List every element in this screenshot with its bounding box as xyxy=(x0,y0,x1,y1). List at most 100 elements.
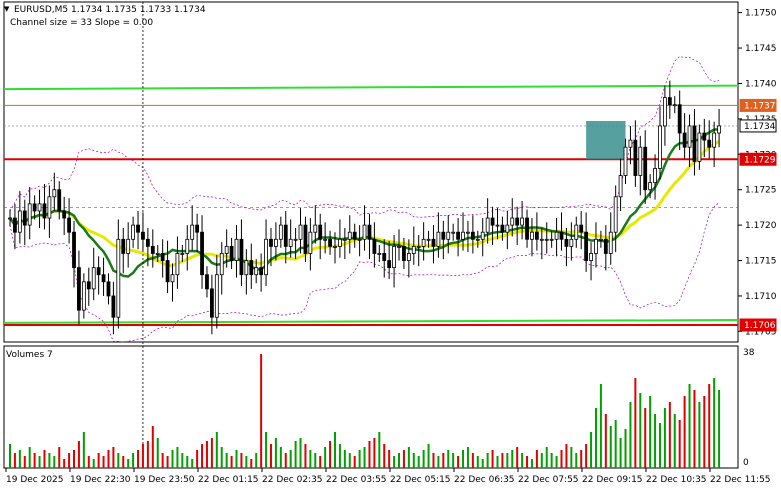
candle-body xyxy=(72,231,76,269)
candle-body xyxy=(318,224,323,240)
candle-body xyxy=(17,210,22,233)
candle-body xyxy=(8,217,12,220)
candle xyxy=(377,244,382,262)
candle-body xyxy=(342,238,347,241)
candle xyxy=(564,227,569,267)
candle xyxy=(544,222,549,254)
candle-body xyxy=(687,125,692,148)
candle-body xyxy=(81,281,86,311)
candle xyxy=(534,212,539,251)
candle-body xyxy=(677,104,682,134)
candle xyxy=(579,210,584,250)
candle-body xyxy=(692,125,697,162)
candle-body xyxy=(229,245,234,261)
candle-body xyxy=(382,253,387,261)
candle-body xyxy=(323,238,328,241)
candle-body xyxy=(254,267,259,276)
candle-body xyxy=(377,253,382,255)
candle-body xyxy=(298,224,303,240)
candle xyxy=(480,218,485,257)
candle xyxy=(165,240,170,294)
candle xyxy=(234,225,239,278)
candle-body xyxy=(480,231,485,240)
candle-body xyxy=(308,231,313,254)
candle xyxy=(633,120,638,187)
candle xyxy=(402,237,406,270)
candle xyxy=(608,212,613,265)
candle-body xyxy=(598,238,603,241)
volume-axis-max: 38 xyxy=(743,348,755,358)
time-label: 22 Dec 10:35 xyxy=(646,475,707,485)
price-tick-label: 1.1740 xyxy=(745,79,777,89)
candle-body xyxy=(392,245,396,269)
price-label: 1.1706 xyxy=(744,321,776,331)
dropdown-arrow-icon[interactable]: ▼ xyxy=(4,5,10,13)
channel-upper-line xyxy=(3,84,739,91)
time-label: 22 Dec 01:15 xyxy=(198,475,259,485)
candle xyxy=(667,80,672,119)
candle xyxy=(278,216,283,248)
candle xyxy=(702,118,707,158)
candle xyxy=(421,222,426,261)
candle-body xyxy=(564,238,569,247)
price-label: 1.1734 xyxy=(744,122,776,132)
candle xyxy=(195,213,200,253)
candle-body xyxy=(717,125,721,134)
candle xyxy=(150,229,155,268)
candle xyxy=(13,203,17,250)
candle-body xyxy=(584,231,589,261)
candle xyxy=(594,222,598,268)
candle xyxy=(697,124,702,170)
candle-body xyxy=(209,288,214,318)
time-label: 19 Dec 2025 xyxy=(6,475,64,485)
candle xyxy=(372,222,377,268)
candle xyxy=(456,218,460,257)
candle xyxy=(382,239,387,278)
candle xyxy=(145,227,150,267)
candle-body xyxy=(249,260,254,276)
time-label: 22 Dec 11:55 xyxy=(710,475,771,485)
candle xyxy=(96,256,101,295)
candle-body xyxy=(111,295,116,318)
candle-body xyxy=(116,238,121,318)
candle-body xyxy=(525,217,529,240)
candle xyxy=(623,138,628,185)
candle-body xyxy=(269,238,273,247)
price-label-box xyxy=(739,318,777,332)
candle-body xyxy=(170,274,175,283)
price-tick-label: 1.1715 xyxy=(745,257,777,267)
candle xyxy=(687,114,692,168)
candle xyxy=(37,189,42,228)
candle-body xyxy=(441,231,446,240)
candle-body xyxy=(274,238,278,247)
candle xyxy=(229,237,234,270)
candle-body xyxy=(357,238,362,241)
candle xyxy=(219,242,224,295)
candle xyxy=(426,230,431,248)
candle-body xyxy=(150,245,155,254)
candle-body xyxy=(175,253,180,276)
ohlc-label: 1.1734 1.1735 1.1733 1.1734 xyxy=(71,5,206,15)
candle xyxy=(475,230,480,248)
candle-body xyxy=(239,238,244,276)
candle-body xyxy=(549,238,554,241)
candle xyxy=(101,257,106,296)
candle xyxy=(515,206,520,245)
candle-body xyxy=(195,224,200,233)
candle xyxy=(52,172,57,211)
candle-body xyxy=(303,224,308,254)
candle xyxy=(431,225,436,264)
candle xyxy=(224,229,229,268)
candle xyxy=(638,135,643,196)
candle xyxy=(91,247,96,301)
candle-body xyxy=(313,224,318,233)
symbol-label: EURUSD,M5 xyxy=(14,5,69,15)
candle-body xyxy=(402,245,406,261)
candle xyxy=(357,225,362,257)
candle xyxy=(367,213,372,260)
candle-body xyxy=(165,260,170,283)
candle-body xyxy=(362,224,367,240)
candle-body xyxy=(466,231,470,234)
